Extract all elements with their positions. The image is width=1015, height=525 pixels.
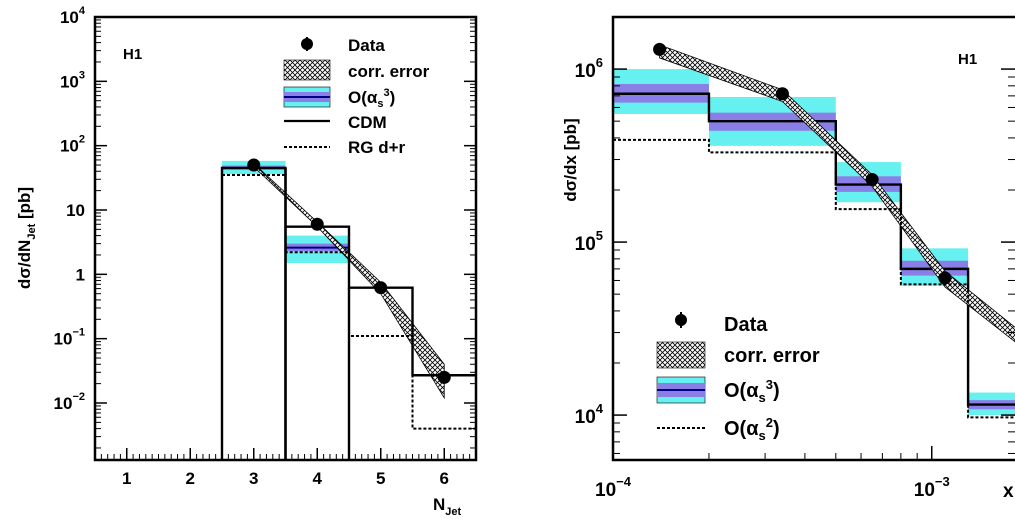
- njet-legend-cdm-label: CDM: [348, 113, 387, 132]
- njet-y-tick-label: 10−1: [54, 327, 85, 349]
- x-data-point: [938, 271, 952, 285]
- x-legend-nlo: O(αs3): [656, 376, 780, 405]
- x-y-tick-label: 106: [575, 55, 603, 82]
- njet-data-points: [247, 158, 451, 384]
- njet-legend-data: Data: [301, 36, 385, 55]
- njet-cdm-step-line: [220, 166, 476, 460]
- x-legend-lo-label: O(αs2): [724, 415, 780, 443]
- njet-corr-error-band: [253, 162, 445, 400]
- njet-data-point: [310, 217, 324, 231]
- legend-hatch-swatch: [283, 59, 331, 81]
- njet-legend-nlo: O(αs3): [283, 86, 395, 110]
- x-legend-corr-error-label: corr. error: [724, 345, 820, 367]
- njet-experiment-label: H1: [123, 46, 142, 63]
- x-y-tick-label: 105: [575, 228, 603, 255]
- njet-x-tick-label: 6: [440, 469, 449, 488]
- x-experiment-label: H1: [958, 51, 977, 68]
- legend-data-marker: [301, 38, 313, 50]
- njet-y-axis-label: dσ/dNJet [pb]: [15, 187, 38, 289]
- njet-rg-step-line: [221, 173, 476, 460]
- x-x-tick-label: 10−3: [914, 474, 950, 501]
- x-corr-error-polygon: [659, 44, 1015, 343]
- x-plot-area: [613, 42, 1015, 419]
- njet-x-tick-label: 3: [249, 469, 258, 488]
- njet-legend-data-label: Data: [348, 36, 385, 55]
- x-data-point: [865, 173, 879, 187]
- x-legend-nlo-label: O(αs3): [724, 377, 780, 405]
- njet-rg-histogram: [221, 173, 476, 460]
- njet-y-tick-label: 1: [76, 265, 85, 284]
- legend-hatch-swatch: [656, 341, 706, 369]
- njet-legend-nlo-label: O(αs3): [348, 87, 395, 110]
- njet-y-tick-label: 10: [66, 201, 85, 220]
- njet-x-axis-label: NJet: [433, 495, 462, 518]
- njet-x-tick-label: 5: [376, 469, 385, 488]
- x-legend: Data corr. error O(αs3) O(αs2): [656, 312, 820, 443]
- njet-y-tick-label: 103: [60, 69, 85, 91]
- x-y-tick-label: 104: [575, 401, 604, 428]
- x-lo-step-line: [613, 138, 1015, 419]
- njet-data-point: [437, 370, 451, 384]
- x-panel: 106 105 104 10−4 10−3 H1 Data corr. error O…: [561, 15, 1015, 502]
- njet-plot-area: [220, 158, 476, 460]
- njet-corr-error-polygon: [253, 162, 445, 400]
- njet-x-tick-label: 2: [186, 469, 195, 488]
- njet-cdm-histogram: [220, 166, 476, 460]
- x-lo-histogram: [613, 138, 1015, 419]
- njet-x-tick-label: 4: [313, 469, 323, 488]
- njet-legend-corr-error: corr. error: [283, 59, 430, 81]
- njet-y-tick-label: 10−2: [54, 391, 85, 413]
- njet-legend-cdm: CDM: [284, 113, 387, 132]
- njet-legend-rg-label: RG d+r: [348, 138, 406, 157]
- njet-x-tick-label: 1: [122, 469, 131, 488]
- njet-legend-rg: RG d+r: [284, 138, 406, 157]
- njet-legend-corr-error-label: corr. error: [348, 62, 430, 81]
- x-y-axis: 106 105 104: [575, 16, 1015, 454]
- njet-data-point: [247, 158, 261, 172]
- x-y-axis-label: dσ/dx [pb]: [561, 118, 580, 201]
- x-legend-data-label: Data: [724, 314, 768, 336]
- x-x-axis-label: x: [1003, 481, 1014, 502]
- x-legend-lo: O(αs2): [657, 415, 780, 443]
- njet-legend: Data corr. error O(αs3) CDM RG d+r: [283, 36, 430, 157]
- x-data-point: [775, 87, 789, 101]
- x-data-point: [653, 42, 667, 56]
- x-legend-corr-error: corr. error: [656, 341, 820, 369]
- legend-data-marker: [675, 314, 687, 326]
- x-x-axis: 10−4 10−3: [595, 446, 950, 501]
- x-legend-data: Data: [675, 312, 768, 336]
- x-corr-error-band: [659, 44, 1015, 343]
- x-x-tick-label: 10−4: [595, 474, 632, 501]
- x-data-points: [653, 42, 952, 285]
- njet-y-tick-label: 102: [60, 134, 85, 156]
- njet-y-tick-label: 104: [60, 5, 86, 27]
- njet-data-point: [374, 281, 388, 295]
- njet-x-axis: 1 2 3 4 5 6: [100, 448, 477, 488]
- x-frame: [611, 15, 1015, 462]
